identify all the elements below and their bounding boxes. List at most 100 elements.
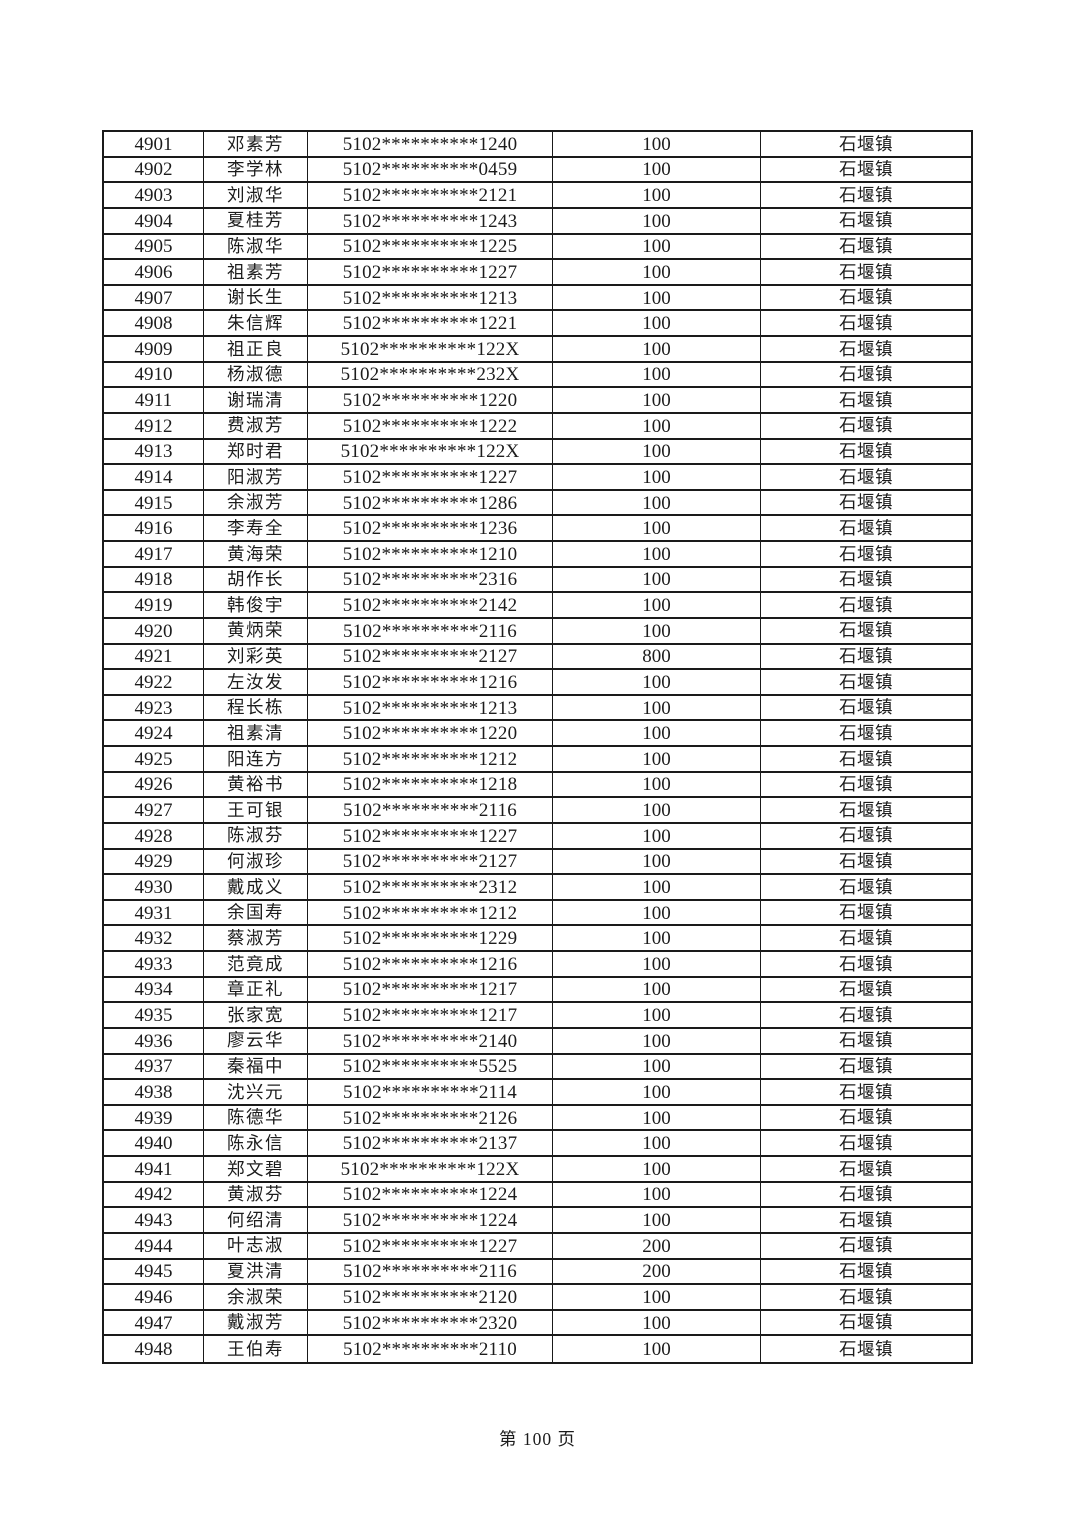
cell-amount: 100 xyxy=(553,977,761,1002)
cell-id: 5102**********122X xyxy=(308,1157,553,1181)
cell-name: 戴淑芳 xyxy=(204,1310,308,1335)
cell-amount: 100 xyxy=(553,183,761,207)
table-row: 4944 叶志淑 5102**********1227 200 石堰镇 xyxy=(104,1233,971,1260)
cell-amount: 100 xyxy=(553,208,761,233)
cell-id: 5102**********1224 xyxy=(308,1182,553,1207)
cell-amount: 100 xyxy=(553,875,761,899)
cell-name: 秦福中 xyxy=(204,1054,308,1079)
cell-serial: 4907 xyxy=(104,285,204,310)
cell-town: 石堰镇 xyxy=(839,979,893,1000)
cell-id: 5102**********1217 xyxy=(308,1003,553,1027)
cell-id: 5102**********2312 xyxy=(308,875,553,899)
cell-serial: 4909 xyxy=(104,337,204,361)
cell-id: 5102**********1227 xyxy=(308,465,553,489)
table-row: 4943 何绍清 5102**********1224 100 石堰镇 xyxy=(104,1208,971,1234)
cell-serial: 4938 xyxy=(104,1080,204,1104)
cell-amount: 100 xyxy=(553,1003,761,1027)
table-row: 4941 郑文碧 5102**********122X 100 石堰镇 xyxy=(104,1157,971,1183)
cell-id: 5102**********5525 xyxy=(308,1054,553,1079)
cell-serial: 4930 xyxy=(104,875,204,899)
cell-name: 陈淑华 xyxy=(204,234,308,259)
cell-id: 5102**********2116 xyxy=(308,618,553,643)
table-row: 4927 王可银 5102**********2116 100 石堰镇 xyxy=(104,798,971,824)
cell-town: 石堰镇 xyxy=(839,492,893,513)
cell-town: 石堰镇 xyxy=(839,1158,893,1179)
cell-amount: 100 xyxy=(553,593,761,617)
cell-amount: 100 xyxy=(553,721,761,745)
table-row: 4916 李寿全 5102**********1236 100 石堰镇 xyxy=(104,516,971,542)
cell-town: 石堰镇 xyxy=(839,1081,893,1102)
cell-name: 何淑珍 xyxy=(204,849,308,874)
cell-amount: 100 xyxy=(553,1208,761,1232)
cell-amount: 100 xyxy=(553,157,761,182)
cell-amount: 100 xyxy=(553,1028,761,1053)
cell-name: 祖素清 xyxy=(204,721,308,745)
cell-town: 石堰镇 xyxy=(839,1235,893,1256)
cell-amount: 100 xyxy=(553,1310,761,1335)
cell-town: 石堰镇 xyxy=(839,1132,893,1153)
cell-name: 左汝发 xyxy=(204,670,308,694)
table-row: 4908 朱信辉 5102**********1221 100 石堰镇 xyxy=(104,311,971,337)
cell-name: 郑时君 xyxy=(204,439,308,464)
cell-id: 5102**********2127 xyxy=(308,644,553,669)
cell-town: 石堰镇 xyxy=(839,1261,893,1282)
cell-serial: 4937 xyxy=(104,1054,204,1079)
cell-amount: 100 xyxy=(553,311,761,335)
cell-id: 5102**********1243 xyxy=(308,208,553,233)
table-row: 4925 阳连方 5102**********1212 100 石堰镇 xyxy=(104,747,971,773)
cell-id: 5102**********1227 xyxy=(308,260,553,284)
cell-serial: 4910 xyxy=(104,362,204,387)
cell-town: 石堰镇 xyxy=(839,774,893,795)
cell-id: 5102**********0459 xyxy=(308,157,553,182)
cell-town: 石堰镇 xyxy=(839,184,893,205)
table-row: 4922 左汝发 5102**********1216 100 石堰镇 xyxy=(104,670,971,696)
cell-amount: 100 xyxy=(553,1105,761,1130)
cell-amount: 100 xyxy=(553,388,761,412)
cell-id: 5102**********122X xyxy=(308,439,553,464)
table-row: 4909 祖正良 5102**********122X 100 石堰镇 xyxy=(104,337,971,363)
cell-id: 5102**********1227 xyxy=(308,823,553,848)
cell-town: 石堰镇 xyxy=(839,466,893,487)
cell-town: 石堰镇 xyxy=(839,1209,893,1230)
cell-town: 石堰镇 xyxy=(839,876,893,897)
cell-amount: 100 xyxy=(553,1080,761,1104)
table-row: 4948 王伯寿 5102**********2110 100 石堰镇 xyxy=(104,1336,971,1362)
cell-name: 郑文碧 xyxy=(204,1157,308,1181)
cell-id: 5102**********1220 xyxy=(308,721,553,745)
cell-name: 邓素芳 xyxy=(204,132,308,156)
cell-serial: 4904 xyxy=(104,208,204,233)
cell-serial: 4912 xyxy=(104,413,204,438)
cell-serial: 4942 xyxy=(104,1182,204,1207)
cell-id: 5102**********1213 xyxy=(308,695,553,720)
table-row: 4921 刘彩英 5102**********2127 800 石堰镇 xyxy=(104,644,971,671)
cell-name: 余淑芳 xyxy=(204,490,308,515)
cell-id: 5102**********1218 xyxy=(308,772,553,797)
cell-amount: 200 xyxy=(553,1233,761,1258)
cell-amount: 100 xyxy=(553,490,761,515)
cell-serial: 4913 xyxy=(104,439,204,464)
cell-amount: 100 xyxy=(553,1285,761,1309)
cell-town: 石堰镇 xyxy=(839,594,893,615)
cell-serial: 4945 xyxy=(104,1259,204,1284)
table-row: 4933 范竟成 5102**********1216 100 石堰镇 xyxy=(104,952,971,978)
cell-id: 5102**********1217 xyxy=(308,977,553,1002)
cell-id: 5102**********1216 xyxy=(308,952,553,976)
cell-serial: 4933 xyxy=(104,952,204,976)
table-row: 4901 邓素芳 5102**********1240 100 石堰镇 xyxy=(104,132,971,158)
cell-id: 5102**********122X xyxy=(308,337,553,361)
cell-serial: 4921 xyxy=(104,644,204,669)
cell-town: 石堰镇 xyxy=(839,415,893,436)
cell-serial: 4935 xyxy=(104,1003,204,1027)
cell-amount: 100 xyxy=(553,926,761,950)
cell-amount: 100 xyxy=(553,823,761,848)
cell-town: 石堰镇 xyxy=(839,338,893,359)
cell-name: 刘淑华 xyxy=(204,183,308,207)
table-row: 4918 胡作长 5102**********2316 100 石堰镇 xyxy=(104,567,971,594)
table-row: 4940 陈永信 5102**********2137 100 石堰镇 xyxy=(104,1131,971,1157)
cell-town: 石堰镇 xyxy=(839,441,893,462)
cell-town: 石堰镇 xyxy=(839,748,893,769)
table-row: 4924 祖素清 5102**********1220 100 石堰镇 xyxy=(104,721,971,747)
table-row: 4930 戴成义 5102**********2312 100 石堰镇 xyxy=(104,875,971,901)
table-row: 4915 余淑芳 5102**********1286 100 石堰镇 xyxy=(104,490,971,517)
cell-serial: 4915 xyxy=(104,490,204,515)
